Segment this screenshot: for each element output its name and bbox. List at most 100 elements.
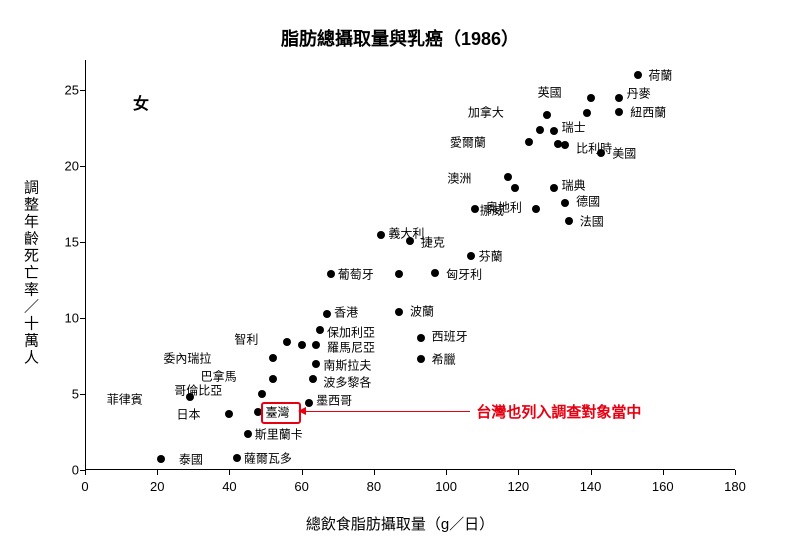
x-tick-label: 0 — [81, 479, 88, 494]
x-tick — [446, 470, 447, 475]
point-label: 保加利亞 — [327, 323, 375, 340]
data-point — [504, 173, 512, 181]
data-point — [312, 360, 320, 368]
data-point — [615, 94, 623, 102]
data-point — [269, 354, 277, 362]
x-tick-label: 60 — [294, 479, 308, 494]
data-point — [327, 270, 335, 278]
annotation-text: 台灣也列入調查對象當中 — [476, 401, 641, 422]
data-point — [550, 184, 558, 192]
point-label: 香港 — [334, 304, 358, 321]
y-tick-label: 10 — [55, 311, 79, 326]
gender-label: 女 — [133, 90, 149, 114]
data-point — [511, 184, 519, 192]
point-label: 斯里蘭卡 — [255, 425, 303, 442]
point-label: 薩爾瓦多 — [244, 449, 292, 466]
x-tick — [157, 470, 158, 475]
annotation-arrow — [300, 411, 470, 412]
point-label: 英國 — [538, 83, 562, 100]
point-label: 挪威 — [480, 202, 504, 219]
x-tick — [374, 470, 375, 475]
x-tick-label: 40 — [222, 479, 236, 494]
data-point — [323, 310, 331, 318]
y-tick-label: 15 — [55, 235, 79, 250]
x-axis — [85, 469, 735, 470]
data-point — [543, 111, 551, 119]
point-label: 波蘭 — [410, 302, 434, 319]
data-point — [283, 338, 291, 346]
data-point — [309, 375, 317, 383]
data-point — [316, 326, 324, 334]
x-tick — [229, 470, 230, 475]
x-tick-label: 80 — [367, 479, 381, 494]
data-point — [406, 237, 414, 245]
point-label: 委內瑞拉 — [163, 349, 211, 366]
data-point — [298, 341, 306, 349]
data-point — [536, 126, 544, 134]
y-tick — [80, 90, 85, 91]
point-label: 羅馬尼亞 — [327, 339, 375, 356]
point-label: 澳洲 — [447, 170, 471, 187]
point-label: 芬蘭 — [479, 247, 503, 264]
data-point — [233, 454, 241, 462]
y-tick-label: 5 — [55, 387, 79, 402]
data-point — [587, 94, 595, 102]
data-point — [550, 127, 558, 135]
point-label: 墨西哥 — [316, 392, 352, 409]
plot-area: 女 0204060801001201401601800510152025 泰國菲… — [85, 60, 735, 470]
x-tick-label: 100 — [435, 479, 457, 494]
y-tick-label: 20 — [55, 159, 79, 174]
data-point — [312, 341, 320, 349]
data-point — [377, 231, 385, 239]
annotation-arrow-head — [298, 407, 306, 415]
y-tick — [80, 166, 85, 167]
data-point — [258, 390, 266, 398]
y-tick-label: 25 — [55, 83, 79, 98]
x-tick — [518, 470, 519, 475]
point-label: 比利時 — [576, 140, 612, 157]
y-tick — [80, 242, 85, 243]
point-label: 德國 — [576, 193, 600, 210]
x-tick — [591, 470, 592, 475]
data-point — [615, 108, 623, 116]
x-tick — [663, 470, 664, 475]
data-point — [305, 399, 313, 407]
x-tick-label: 180 — [724, 479, 746, 494]
highlight-box — [261, 402, 301, 424]
point-label: 南斯拉夫 — [323, 357, 371, 374]
x-tick-label: 120 — [507, 479, 529, 494]
x-tick-label: 20 — [150, 479, 164, 494]
point-label: 泰國 — [179, 451, 203, 468]
point-label: 匈牙利 — [446, 266, 482, 283]
point-label: 紐西蘭 — [630, 103, 666, 120]
data-point — [244, 430, 252, 438]
point-label: 愛爾蘭 — [450, 134, 486, 151]
data-point — [431, 269, 439, 277]
point-label: 西班牙 — [432, 328, 468, 345]
point-label: 巴拿馬 — [201, 367, 237, 384]
x-tick-label: 160 — [652, 479, 674, 494]
point-label: 加拿大 — [468, 103, 504, 120]
point-label: 捷克 — [421, 234, 445, 251]
point-label: 波多黎各 — [323, 373, 371, 390]
y-tick-label: 0 — [55, 463, 79, 478]
point-label: 瑞典 — [562, 176, 586, 193]
x-tick — [735, 470, 736, 475]
data-point — [417, 355, 425, 363]
data-point — [583, 109, 591, 117]
x-axis-label: 總飲食脂肪攝取量（g／日） — [306, 513, 494, 534]
data-point — [395, 308, 403, 316]
point-label: 葡萄牙 — [338, 266, 374, 283]
point-label: 菲律賓 — [107, 390, 143, 407]
point-label: 希臘 — [432, 351, 456, 368]
data-point — [634, 71, 642, 79]
x-tick — [85, 470, 86, 475]
x-tick-label: 140 — [580, 479, 602, 494]
chart-container: 脂肪總攝取量與乳癌（1986） 調整年齡死亡率／十萬人 女 0204060801… — [0, 0, 800, 546]
point-label: 丹麥 — [627, 85, 651, 102]
y-axis-label: 調整年齡死亡率／十萬人 — [20, 180, 41, 367]
data-point — [225, 410, 233, 418]
point-label: 智利 — [234, 331, 258, 348]
data-point — [561, 141, 569, 149]
data-point — [395, 270, 403, 278]
